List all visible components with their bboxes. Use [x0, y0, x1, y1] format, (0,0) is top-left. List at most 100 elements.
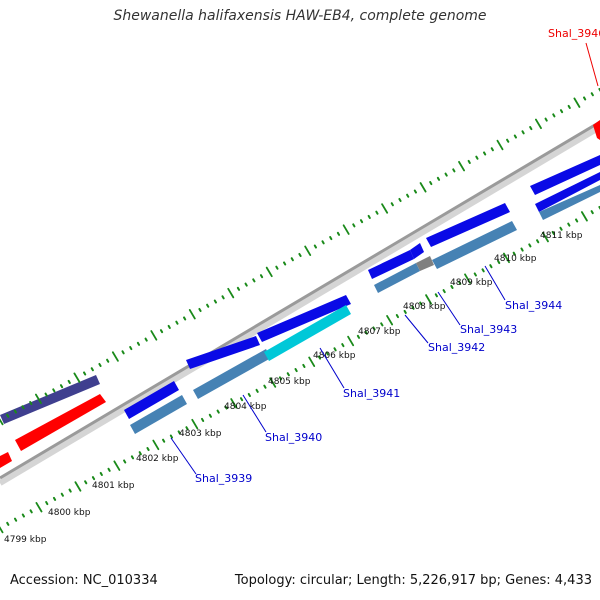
- minor-tick: [198, 307, 202, 313]
- minor-tick: [429, 181, 433, 186]
- minor-tick: [52, 388, 56, 393]
- minor-tick: [136, 341, 141, 346]
- minor-tick: [390, 202, 394, 207]
- minor-tick: [411, 305, 415, 310]
- gene-arrow-forward-small[interactable]: [410, 243, 424, 259]
- gene-arrow-forward[interactable]: [368, 250, 414, 279]
- minor-tick: [575, 218, 579, 223]
- minor-tick: [138, 451, 142, 456]
- minor-tick: [302, 363, 306, 368]
- minor-tick: [395, 314, 400, 319]
- gene-arrow-reverse[interactable]: [374, 263, 420, 293]
- minor-tick: [208, 413, 213, 418]
- major-tick: [425, 294, 433, 305]
- gene-arrow-forward[interactable]: [257, 295, 351, 342]
- gene-arrow-red-small[interactable]: [0, 452, 12, 468]
- gene-arrow-gray[interactable]: [416, 256, 434, 271]
- gene-arrow-reverse[interactable]: [539, 185, 600, 220]
- major-tick: [580, 211, 588, 222]
- gene-label-shal-3942[interactable]: Shal_3942: [428, 341, 485, 354]
- gene-arrow-forward[interactable]: [186, 336, 260, 369]
- gene-arrow-reverse[interactable]: [130, 395, 187, 434]
- major-tick: [152, 439, 160, 451]
- minor-tick: [84, 480, 88, 485]
- minor-tick: [497, 259, 501, 265]
- leader-line-red: [585, 42, 599, 87]
- gene-arrow-forward[interactable]: [535, 172, 600, 212]
- minor-tick: [236, 286, 241, 291]
- minor-tick: [159, 329, 164, 334]
- gene-arrow-dark[interactable]: [0, 375, 100, 424]
- genome-backbone: [0, 120, 600, 480]
- major-tick: [35, 393, 42, 405]
- major-tick: [113, 460, 121, 471]
- minor-tick: [419, 301, 423, 306]
- minor-tick: [130, 455, 135, 460]
- kbp-label: 4803 kbp: [179, 429, 222, 439]
- minor-tick: [283, 261, 287, 266]
- gene-label-leaders: [170, 265, 506, 475]
- minor-tick: [221, 295, 225, 300]
- minor-tick: [286, 372, 290, 377]
- minor-tick: [352, 223, 356, 228]
- minor-tick: [177, 430, 181, 435]
- minor-tick: [129, 346, 133, 351]
- gene-arrow-forward[interactable]: [124, 381, 179, 419]
- minor-tick: [559, 109, 564, 114]
- minor-tick: [506, 138, 510, 143]
- gene-label-shal-3939[interactable]: Shal_3939: [195, 472, 252, 485]
- minor-tick: [175, 320, 179, 325]
- gene-arrow-forward[interactable]: [426, 203, 510, 247]
- minor-tick: [90, 367, 94, 372]
- minor-tick: [329, 236, 333, 241]
- minor-tick: [450, 284, 454, 289]
- minor-tick: [590, 210, 594, 215]
- minor-tick: [489, 264, 493, 269]
- major-tick: [73, 372, 81, 383]
- minor-tick: [68, 488, 72, 493]
- minor-tick: [403, 309, 407, 314]
- kbp-label: 4802 kbp: [136, 454, 179, 464]
- gene-label-shal-3940[interactable]: Shal_3940: [265, 431, 322, 444]
- minor-tick: [144, 337, 148, 342]
- gene-arrow-reverse[interactable]: [193, 349, 271, 399]
- minor-tick: [91, 476, 96, 481]
- gene-arrow-red[interactable]: [593, 120, 600, 140]
- gene-label-shal-3944[interactable]: Shal_3944: [505, 299, 562, 312]
- leader-line: [319, 347, 345, 389]
- gene-arrow-forward[interactable]: [530, 155, 600, 195]
- gene-labels: Shal_3939 Shal_3940 Shal_3941 Shal_3942 …: [195, 27, 600, 485]
- minor-tick: [244, 282, 248, 287]
- minor-tick: [259, 274, 264, 279]
- gene-arrow-reverse[interactable]: [432, 221, 517, 269]
- minor-tick: [13, 517, 18, 522]
- gene-label-shal-3941[interactable]: Shal_3941: [343, 387, 400, 400]
- minor-tick: [552, 113, 556, 118]
- minor-tick: [434, 293, 438, 298]
- minor-tick: [206, 303, 210, 308]
- minor-tick: [167, 324, 171, 329]
- major-tick: [496, 139, 504, 151]
- major-tick: [111, 351, 119, 362]
- kbp-label: 4801 kbp: [92, 481, 135, 491]
- kbp-label: 4808 kbp: [403, 302, 446, 312]
- minor-tick: [317, 355, 322, 360]
- major-tick: [381, 203, 389, 214]
- major-tick: [35, 502, 43, 513]
- gene-label-shal-3943[interactable]: Shal_3943: [460, 323, 517, 336]
- gene-label-shal-3946[interactable]: Shal_3946: [548, 27, 600, 40]
- minor-tick: [529, 126, 533, 131]
- minor-tick: [513, 134, 517, 139]
- minor-tick: [169, 434, 174, 439]
- major-tick: [0, 526, 4, 534]
- minor-tick: [521, 130, 525, 135]
- major-tick: [230, 398, 238, 409]
- minor-tick: [224, 405, 228, 410]
- minor-tick: [475, 155, 479, 160]
- minor-tick: [21, 513, 25, 518]
- minor-tick: [321, 240, 325, 245]
- major-tick: [74, 481, 82, 492]
- gene-arrow-cyan[interactable]: [264, 305, 351, 361]
- gene-arrow-red[interactable]: [15, 394, 106, 451]
